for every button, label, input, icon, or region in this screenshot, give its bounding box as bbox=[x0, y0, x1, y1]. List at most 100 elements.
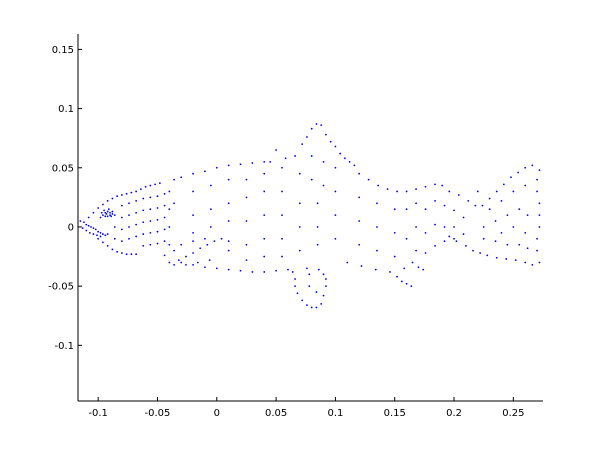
data-point bbox=[149, 184, 152, 187]
data-point bbox=[481, 204, 484, 207]
data-point bbox=[467, 200, 470, 202]
data-point bbox=[505, 258, 508, 260]
data-point bbox=[215, 267, 218, 270]
data-point bbox=[97, 237, 100, 240]
data-point bbox=[163, 240, 166, 243]
data-point bbox=[517, 171, 519, 174]
data-point bbox=[103, 209, 105, 212]
data-point bbox=[531, 164, 534, 167]
data-point bbox=[424, 252, 427, 254]
data-point bbox=[536, 237, 538, 240]
data-point bbox=[168, 243, 171, 246]
data-point bbox=[310, 127, 313, 130]
data-point bbox=[275, 149, 277, 151]
data-point bbox=[322, 160, 325, 163]
data-point bbox=[415, 188, 417, 190]
data-point bbox=[281, 255, 283, 258]
data-point bbox=[135, 253, 138, 256]
data-point bbox=[156, 207, 159, 209]
data-point bbox=[526, 247, 529, 250]
data-point bbox=[180, 261, 183, 264]
data-point bbox=[173, 202, 175, 205]
data-point bbox=[204, 266, 206, 269]
data-point bbox=[239, 269, 242, 272]
data-point bbox=[524, 166, 527, 169]
data-point bbox=[317, 268, 320, 271]
data-point bbox=[149, 231, 152, 234]
data-point bbox=[206, 243, 209, 246]
data-point bbox=[518, 243, 521, 246]
data-point bbox=[424, 208, 427, 211]
data-point bbox=[320, 124, 323, 127]
data-point bbox=[263, 190, 266, 193]
data-point bbox=[120, 240, 123, 243]
data-point bbox=[306, 267, 308, 270]
data-point bbox=[386, 188, 389, 190]
data-point bbox=[482, 237, 485, 240]
data-point bbox=[196, 261, 199, 264]
data-point bbox=[453, 226, 455, 228]
x-tick-label: -0.05 bbox=[145, 408, 171, 419]
data-point bbox=[376, 226, 378, 228]
data-point bbox=[227, 240, 230, 243]
data-point bbox=[405, 208, 408, 211]
data-point bbox=[92, 227, 95, 230]
x-tick-label: 0.25 bbox=[502, 408, 524, 419]
data-point bbox=[180, 243, 183, 246]
data-point bbox=[106, 200, 109, 202]
data-point bbox=[536, 178, 538, 181]
data-point bbox=[104, 215, 107, 218]
data-point bbox=[472, 249, 474, 252]
data-point bbox=[415, 202, 417, 205]
data-point bbox=[120, 204, 123, 207]
data-point bbox=[239, 163, 242, 166]
data-point bbox=[173, 178, 175, 181]
data-point bbox=[109, 211, 111, 214]
data-point bbox=[291, 271, 294, 273]
data-point bbox=[128, 202, 130, 205]
data-point bbox=[334, 190, 337, 193]
data-point bbox=[102, 233, 104, 235]
data-point bbox=[204, 237, 206, 240]
data-point bbox=[163, 192, 166, 195]
data-point bbox=[177, 259, 180, 262]
data-point bbox=[192, 214, 194, 217]
data-point bbox=[125, 253, 128, 256]
data-point bbox=[192, 190, 194, 193]
data-point bbox=[173, 249, 175, 252]
data-point bbox=[209, 184, 212, 187]
data-point bbox=[116, 250, 119, 253]
data-point bbox=[227, 202, 230, 205]
data-point bbox=[142, 245, 145, 247]
data-point bbox=[298, 226, 301, 228]
data-point bbox=[130, 253, 133, 256]
data-point bbox=[320, 303, 323, 305]
data-point bbox=[465, 245, 467, 247]
data-point bbox=[156, 242, 159, 245]
data-point bbox=[294, 285, 296, 288]
data-point bbox=[149, 243, 152, 246]
data-point bbox=[424, 231, 427, 234]
data-point bbox=[168, 226, 171, 228]
data-point bbox=[510, 176, 512, 179]
data-point bbox=[482, 226, 485, 228]
data-point bbox=[128, 226, 130, 228]
data-point bbox=[281, 237, 283, 240]
data-point bbox=[199, 247, 202, 250]
data-point bbox=[245, 220, 248, 222]
data-point bbox=[163, 228, 166, 231]
data-point bbox=[192, 252, 194, 254]
data-point bbox=[488, 197, 491, 200]
data-point bbox=[106, 210, 109, 213]
data-point bbox=[97, 207, 100, 209]
data-point bbox=[100, 211, 103, 214]
data-point bbox=[322, 184, 325, 187]
data-point bbox=[208, 259, 211, 262]
plot-area bbox=[78, 34, 543, 401]
y-tick-label: -0.1 bbox=[54, 341, 74, 352]
data-point bbox=[227, 268, 230, 271]
data-point bbox=[154, 183, 157, 186]
data-point bbox=[334, 145, 337, 148]
data-point bbox=[96, 234, 98, 237]
data-point bbox=[502, 183, 505, 186]
